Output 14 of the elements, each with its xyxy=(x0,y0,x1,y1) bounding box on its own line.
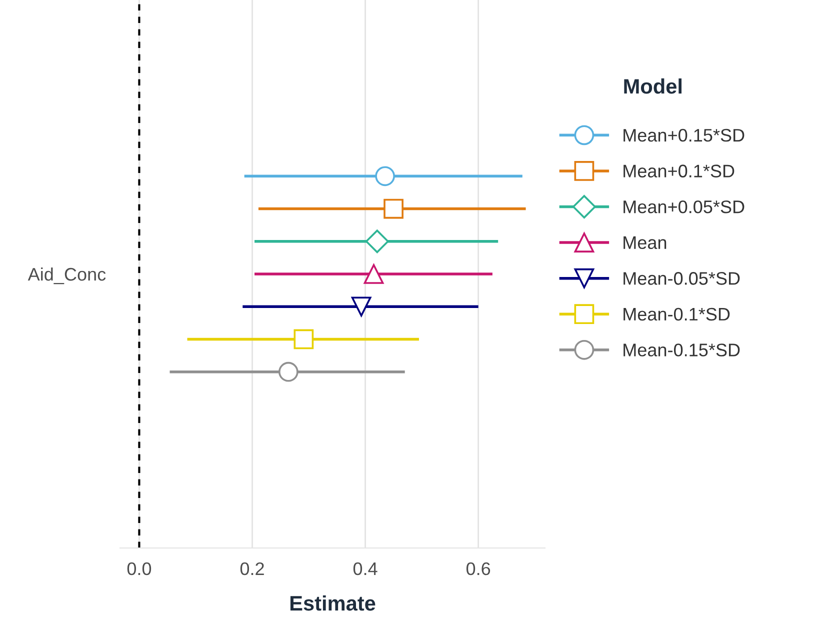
legend-title: Model xyxy=(624,78,682,94)
x-tick-label: 0.6 xyxy=(466,562,490,576)
x-tick-label: 0.4 xyxy=(353,562,378,576)
legend-label: Mean+0.05*SD xyxy=(624,200,744,214)
legend-label: Mean-0.05*SD xyxy=(624,272,740,285)
x-axis-title: Estimate xyxy=(290,595,376,611)
x-tick-label: 0.2 xyxy=(240,562,264,576)
x-tick-label: 0.0 xyxy=(127,562,152,576)
legend-label: Mean+0.1*SD xyxy=(624,164,734,178)
legend-label: Mean+0.15*SD xyxy=(624,128,744,142)
y-tick-label: Aid_Conc xyxy=(28,267,106,284)
legend-label: Mean-0.15*SD xyxy=(624,344,740,356)
legend-label: Mean xyxy=(624,236,666,250)
legend-label: Mean-0.1*SD xyxy=(624,308,730,321)
